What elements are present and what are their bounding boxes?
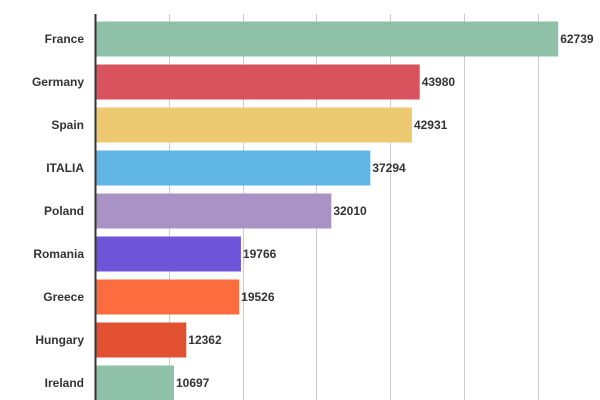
category-label-poland: Poland <box>44 204 84 218</box>
labels: France 62739 Germany 43980 Spain 42931 ITALIA 3… <box>32 32 594 390</box>
value-label-italia: 37294 <box>372 161 406 175</box>
value-label-germany: 43980 <box>422 75 456 89</box>
value-label-spain: 42931 <box>414 118 448 132</box>
bar-france <box>95 21 559 57</box>
value-label-france: 62739 <box>560 32 594 46</box>
category-label-italia: ITALIA <box>46 161 84 175</box>
category-label-germany: Germany <box>32 75 84 89</box>
value-label-ireland: 10697 <box>176 376 210 390</box>
bar-ireland <box>95 365 174 400</box>
bar-romania <box>95 236 241 272</box>
value-label-greece: 19526 <box>241 290 275 304</box>
category-label-hungary: Hungary <box>35 333 84 347</box>
category-label-france: France <box>45 32 85 46</box>
bars <box>95 21 559 400</box>
value-label-romania: 19766 <box>243 247 277 261</box>
bar-italia <box>95 150 371 186</box>
category-label-romania: Romania <box>33 247 84 261</box>
category-label-greece: Greece <box>43 290 84 304</box>
value-label-hungary: 12362 <box>188 333 222 347</box>
bar-germany <box>95 64 420 100</box>
bar-greece <box>95 279 240 315</box>
category-label-spain: Spain <box>51 118 84 132</box>
bar-hungary <box>95 322 187 358</box>
category-label-ireland: Ireland <box>45 376 84 390</box>
value-label-poland: 32010 <box>333 204 367 218</box>
bar-poland <box>95 193 332 229</box>
bar-spain <box>95 107 412 143</box>
